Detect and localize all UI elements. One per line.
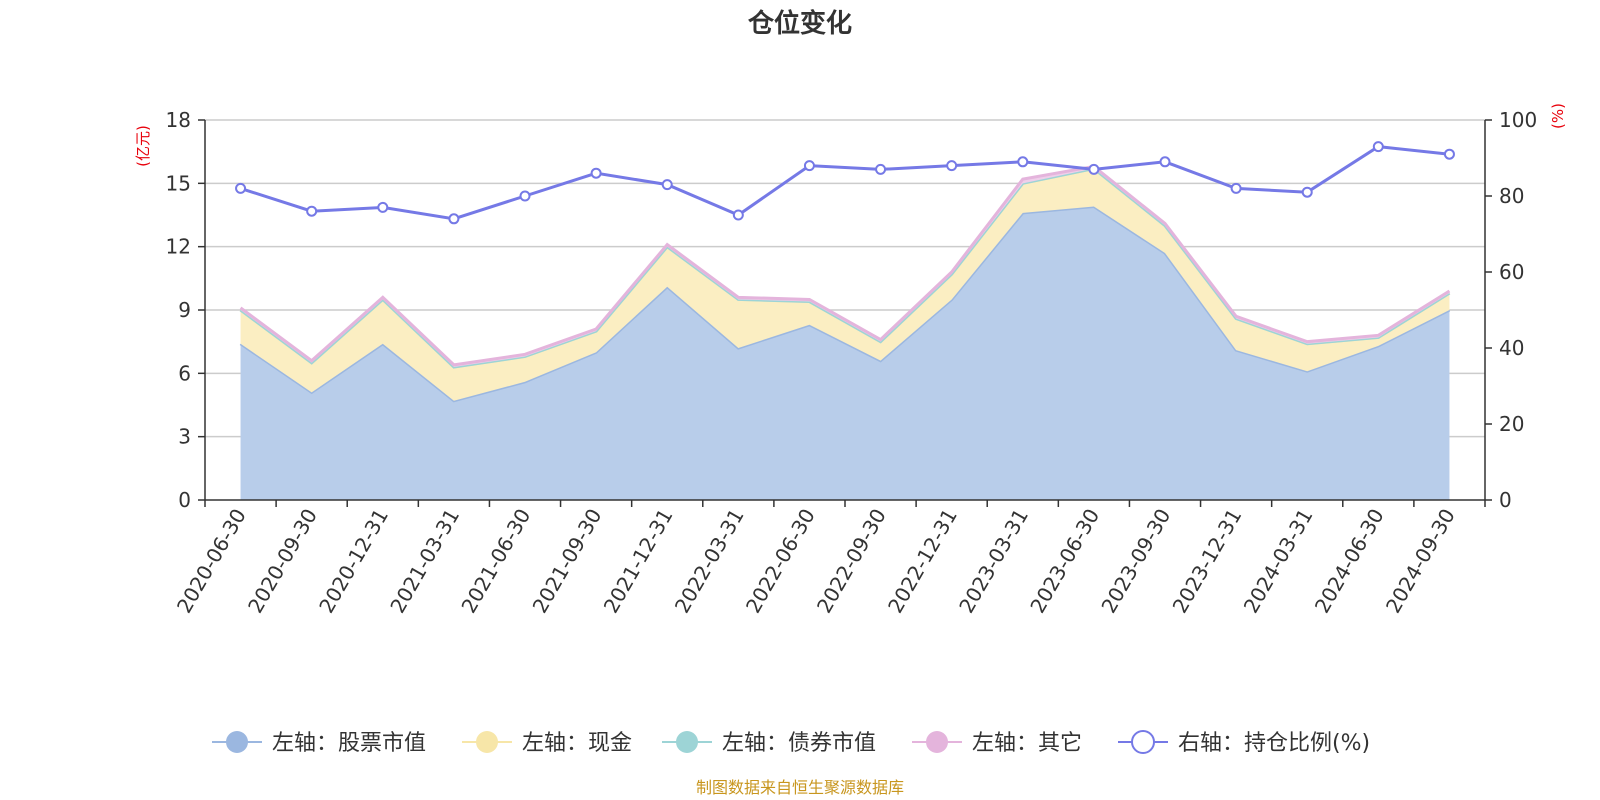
left-axis-label: 3 — [178, 425, 191, 449]
ratio-line — [235, 141, 1455, 225]
ratio-point — [1159, 156, 1171, 168]
ratio-point — [235, 182, 247, 194]
area-edge-左轴：其它 — [239, 164, 1451, 367]
legend-marker — [226, 731, 248, 753]
ratio-line-path — [240, 145, 1450, 221]
right-axis-label: 60 — [1499, 260, 1524, 284]
legend-marker — [1131, 730, 1155, 754]
ratio-point — [1443, 148, 1455, 160]
right-axis-label: 0 — [1499, 488, 1512, 512]
left-axis-label: 18 — [166, 108, 191, 132]
right-axis-label: 80 — [1499, 184, 1524, 208]
x-axis-label: 2020-09-30 — [243, 505, 322, 618]
x-axis-label: 2023-12-31 — [1168, 505, 1247, 618]
area-edge-左轴：股票市值 — [239, 205, 1451, 403]
x-axis-label: 2022-09-30 — [812, 505, 891, 618]
legend-label: 左轴：其它 — [972, 731, 1082, 756]
x-axis-label: 2023-09-30 — [1096, 505, 1175, 618]
area-左轴：现金 — [240, 168, 1450, 401]
left-axis-label: 6 — [178, 361, 191, 385]
legend-marker — [676, 731, 698, 753]
ratio-point — [590, 167, 602, 179]
legend-item: 右轴：持仓比例(%) — [1118, 730, 1370, 756]
legend: 左轴：股票市值 左轴：现金 左轴：债券市值 左轴：其它 右轴：持仓比例(%) — [212, 730, 1370, 756]
left-axis-label: 12 — [166, 235, 191, 259]
x-axis-label: 2020-12-31 — [314, 505, 393, 618]
ratio-point — [519, 190, 531, 202]
x-axis-label: 2021-03-31 — [385, 505, 464, 618]
legend-marker — [476, 731, 498, 753]
ratio-point — [306, 205, 318, 217]
data-source-note: 制图数据来自恒生聚源数据库 — [696, 778, 904, 797]
x-axis-label: 2022-12-31 — [883, 505, 962, 618]
ratio-point — [1017, 156, 1029, 168]
ratio-point — [1088, 163, 1100, 175]
ratio-point — [1230, 182, 1242, 194]
x-axis-label: 2021-09-30 — [528, 505, 607, 618]
ratio-point — [448, 213, 460, 225]
ratio-point — [946, 160, 958, 172]
x-axis-label: 2021-12-31 — [599, 505, 678, 618]
x-axis-label: 2023-06-30 — [1025, 505, 1104, 618]
ratio-point — [732, 209, 744, 221]
x-axis-label: 2022-03-31 — [670, 505, 749, 618]
legend-marker — [926, 731, 948, 753]
x-axis-label: 2024-09-30 — [1381, 505, 1460, 618]
right-axis-label: 20 — [1499, 412, 1524, 436]
legend-item: 左轴：其它 — [912, 731, 1082, 756]
x-axis-label: 2024-03-31 — [1239, 505, 1318, 618]
left-axis-unit: (亿元) — [134, 125, 152, 167]
x-axis-label: 2024-06-30 — [1310, 505, 1389, 618]
ratio-point — [1301, 186, 1313, 198]
right-axis-label: 100 — [1499, 108, 1537, 132]
area-左轴：股票市值 — [240, 206, 1450, 501]
legend-label: 左轴：债券市值 — [722, 731, 876, 756]
ratio-point — [1372, 141, 1384, 153]
x-axis-label: 2023-03-31 — [954, 505, 1033, 618]
x-axis-label: 2021-06-30 — [456, 505, 535, 618]
legend-label: 左轴：股票市值 — [272, 731, 426, 756]
chart-title: 仓位变化 — [747, 8, 852, 39]
ratio-point — [803, 160, 815, 172]
ratio-point — [875, 163, 887, 175]
ratio-point — [377, 201, 389, 213]
legend-label: 右轴：持仓比例(%) — [1178, 731, 1370, 756]
left-axis-label: 0 — [178, 488, 191, 512]
left-axis-label: 15 — [166, 171, 191, 195]
x-axis-label: 2020-06-30 — [172, 505, 251, 618]
right-axis-label: 40 — [1499, 336, 1524, 360]
stacked-areas — [239, 164, 1451, 501]
ratio-point — [661, 179, 673, 191]
legend-label: 左轴：现金 — [522, 731, 632, 756]
legend-item: 左轴：债券市值 — [662, 731, 876, 756]
x-axis-label: 2022-06-30 — [741, 505, 820, 618]
legend-item: 左轴：现金 — [462, 731, 632, 756]
legend-item: 左轴：股票市值 — [212, 731, 426, 756]
right-axis-unit: (%) — [1549, 103, 1567, 129]
left-axis-label: 9 — [178, 298, 191, 322]
